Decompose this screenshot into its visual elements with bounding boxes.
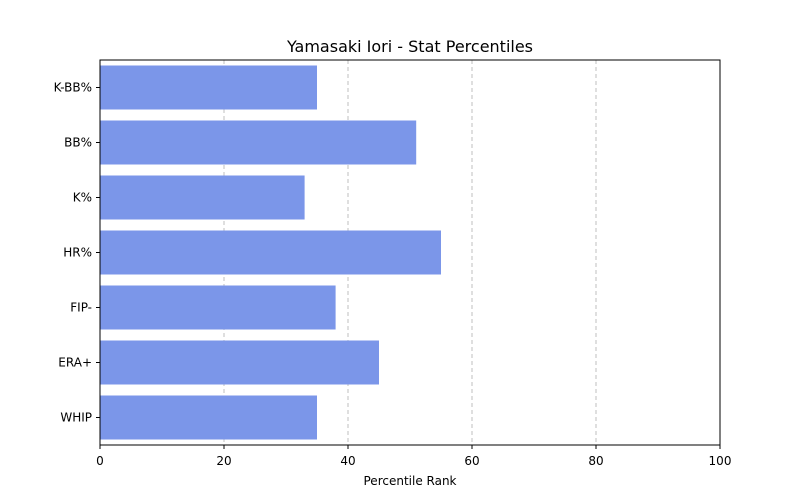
x-tick-label: 20 [216,454,231,468]
y-tick-label: WHIP [60,411,92,425]
y-tick-label: HR% [63,246,92,260]
x-tick-label: 60 [464,454,479,468]
bar-hr- [100,230,441,275]
x-axis-label: Percentile Rank [364,474,457,488]
bars [100,65,441,440]
x-tick-label: 100 [709,454,732,468]
x-tick-label: 40 [340,454,355,468]
y-axis-ticks: K-BB% BB% K% HR% FIP- ERA+ WHIP [54,81,100,425]
x-tick-label: 0 [96,454,104,468]
y-tick-label: BB% [64,136,92,150]
bar-k- [100,175,305,220]
chart-title: Yamasaki Iori - Stat Percentiles [286,37,533,56]
x-tick-label: 80 [588,454,603,468]
y-tick-label: K-BB% [54,81,92,95]
y-tick-label: ERA+ [58,356,92,370]
y-tick-label: FIP- [70,301,92,315]
bar-bb- [100,120,417,165]
bar-whip [100,395,317,440]
x-axis-ticks: 0 20 40 60 80 100 [96,445,731,468]
bar-era- [100,340,379,385]
y-tick-label: K% [73,191,92,205]
bar-fip- [100,285,336,330]
bar-k-bb- [100,65,317,110]
